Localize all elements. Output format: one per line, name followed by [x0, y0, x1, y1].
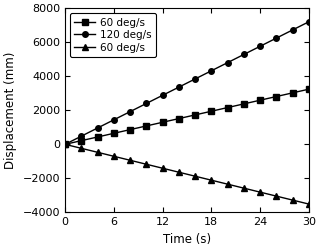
120 deg/s [291, 28, 294, 32]
Line: 60 deg/s: 60 deg/s [62, 86, 312, 147]
60 deg/s [226, 106, 229, 109]
60 deg/s [88, 137, 92, 140]
120 deg/s [242, 53, 246, 56]
60 deg/s [299, 200, 303, 203]
60 deg/s [79, 147, 83, 150]
60 deg/s [307, 202, 311, 205]
60 deg/s [299, 90, 303, 92]
120 deg/s [128, 110, 132, 113]
120 deg/s [299, 24, 303, 27]
60 deg/s [112, 132, 116, 135]
120 deg/s [153, 98, 156, 101]
60 deg/s [250, 100, 254, 103]
120 deg/s [275, 36, 278, 40]
120 deg/s [218, 65, 221, 68]
60 deg/s [258, 99, 262, 102]
120 deg/s [88, 130, 92, 134]
60 deg/s [209, 179, 213, 182]
60 deg/s [242, 102, 246, 106]
60 deg/s [161, 121, 164, 124]
60 deg/s [112, 155, 116, 158]
60 deg/s [63, 143, 67, 146]
120 deg/s [266, 41, 270, 44]
60 deg/s [226, 183, 229, 186]
60 deg/s [291, 91, 294, 94]
60 deg/s [250, 189, 254, 192]
Legend: 60 deg/s, 120 deg/s, 60 deg/s: 60 deg/s, 120 deg/s, 60 deg/s [70, 13, 156, 57]
60 deg/s [185, 115, 189, 118]
60 deg/s [307, 88, 311, 91]
60 deg/s [169, 119, 172, 122]
60 deg/s [88, 149, 92, 152]
60 deg/s [136, 161, 140, 164]
120 deg/s [283, 32, 286, 35]
60 deg/s [291, 198, 294, 202]
60 deg/s [63, 143, 67, 146]
120 deg/s [161, 94, 164, 97]
120 deg/s [307, 20, 311, 23]
120 deg/s [185, 82, 189, 84]
60 deg/s [144, 163, 148, 166]
60 deg/s [177, 117, 181, 120]
120 deg/s [63, 143, 67, 146]
60 deg/s [266, 97, 270, 100]
60 deg/s [79, 139, 83, 142]
60 deg/s [218, 181, 221, 184]
60 deg/s [71, 141, 75, 144]
60 deg/s [177, 171, 181, 174]
60 deg/s [201, 112, 205, 114]
120 deg/s [177, 86, 181, 89]
120 deg/s [79, 135, 83, 138]
X-axis label: Time (s): Time (s) [163, 233, 211, 246]
120 deg/s [136, 106, 140, 109]
60 deg/s [104, 134, 108, 137]
120 deg/s [250, 49, 254, 52]
60 deg/s [144, 124, 148, 128]
Line: 60 deg/s: 60 deg/s [62, 142, 312, 207]
60 deg/s [234, 104, 238, 107]
120 deg/s [193, 78, 197, 80]
60 deg/s [242, 187, 246, 190]
60 deg/s [169, 169, 172, 172]
60 deg/s [193, 114, 197, 116]
60 deg/s [234, 185, 238, 188]
120 deg/s [144, 102, 148, 105]
60 deg/s [96, 151, 100, 154]
60 deg/s [258, 191, 262, 194]
60 deg/s [275, 194, 278, 198]
60 deg/s [153, 165, 156, 168]
120 deg/s [120, 114, 124, 117]
60 deg/s [218, 108, 221, 111]
60 deg/s [136, 126, 140, 129]
60 deg/s [153, 122, 156, 126]
120 deg/s [234, 57, 238, 60]
Line: 120 deg/s: 120 deg/s [62, 19, 312, 147]
60 deg/s [128, 159, 132, 162]
60 deg/s [71, 145, 75, 148]
120 deg/s [71, 139, 75, 142]
60 deg/s [209, 110, 213, 113]
120 deg/s [226, 61, 229, 64]
60 deg/s [104, 153, 108, 156]
120 deg/s [201, 74, 205, 76]
60 deg/s [283, 196, 286, 200]
60 deg/s [266, 192, 270, 196]
Y-axis label: Displacement (mm): Displacement (mm) [4, 52, 17, 169]
120 deg/s [104, 122, 108, 126]
60 deg/s [185, 173, 189, 176]
60 deg/s [128, 128, 132, 131]
120 deg/s [209, 69, 213, 72]
60 deg/s [161, 167, 164, 170]
60 deg/s [275, 95, 278, 98]
60 deg/s [120, 130, 124, 133]
120 deg/s [169, 90, 172, 93]
120 deg/s [258, 45, 262, 48]
60 deg/s [120, 157, 124, 160]
60 deg/s [96, 136, 100, 138]
120 deg/s [96, 126, 100, 130]
60 deg/s [283, 93, 286, 96]
60 deg/s [201, 177, 205, 180]
60 deg/s [193, 175, 197, 178]
120 deg/s [112, 118, 116, 121]
